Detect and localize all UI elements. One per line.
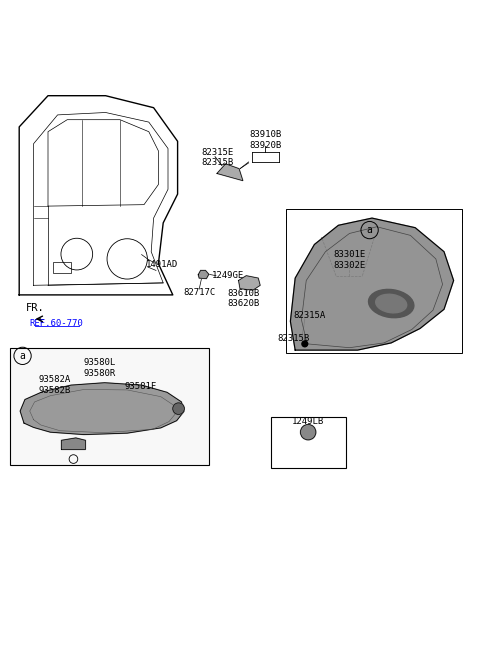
Text: 93581F: 93581F	[124, 382, 157, 391]
Bar	[53, 261, 71, 273]
Text: FR.: FR.	[25, 303, 45, 313]
Text: 82315B: 82315B	[277, 334, 310, 342]
Text: 1491AD: 1491AD	[146, 260, 179, 269]
Bar	[10, 348, 209, 465]
Circle shape	[300, 424, 316, 440]
Bar	[286, 210, 462, 353]
Polygon shape	[20, 383, 184, 434]
Ellipse shape	[173, 403, 184, 415]
Text: 82717C: 82717C	[183, 288, 216, 297]
Ellipse shape	[376, 294, 407, 313]
Polygon shape	[61, 438, 85, 449]
Polygon shape	[239, 276, 260, 290]
Text: 83910B
83920B: 83910B 83920B	[249, 130, 282, 150]
Polygon shape	[217, 164, 243, 181]
Text: 1249GE: 1249GE	[212, 271, 244, 280]
Ellipse shape	[369, 289, 414, 318]
Text: 82315A: 82315A	[293, 311, 326, 320]
Text: 83301E
83302E: 83301E 83302E	[333, 250, 366, 269]
Text: 93580L
93580R: 93580L 93580R	[83, 358, 116, 378]
Text: REF.60-770: REF.60-770	[30, 319, 84, 328]
Text: a: a	[367, 225, 372, 235]
Text: a: a	[20, 351, 25, 361]
Text: 93582A
93582B: 93582A 93582B	[38, 375, 71, 395]
Text: 82315E
82315B: 82315E 82315B	[201, 148, 234, 168]
Polygon shape	[290, 218, 454, 350]
Text: 83610B
83620B: 83610B 83620B	[227, 289, 260, 308]
Bar	[271, 417, 346, 468]
Polygon shape	[198, 271, 209, 279]
Circle shape	[302, 341, 308, 347]
Text: 1249LB: 1249LB	[292, 417, 324, 426]
